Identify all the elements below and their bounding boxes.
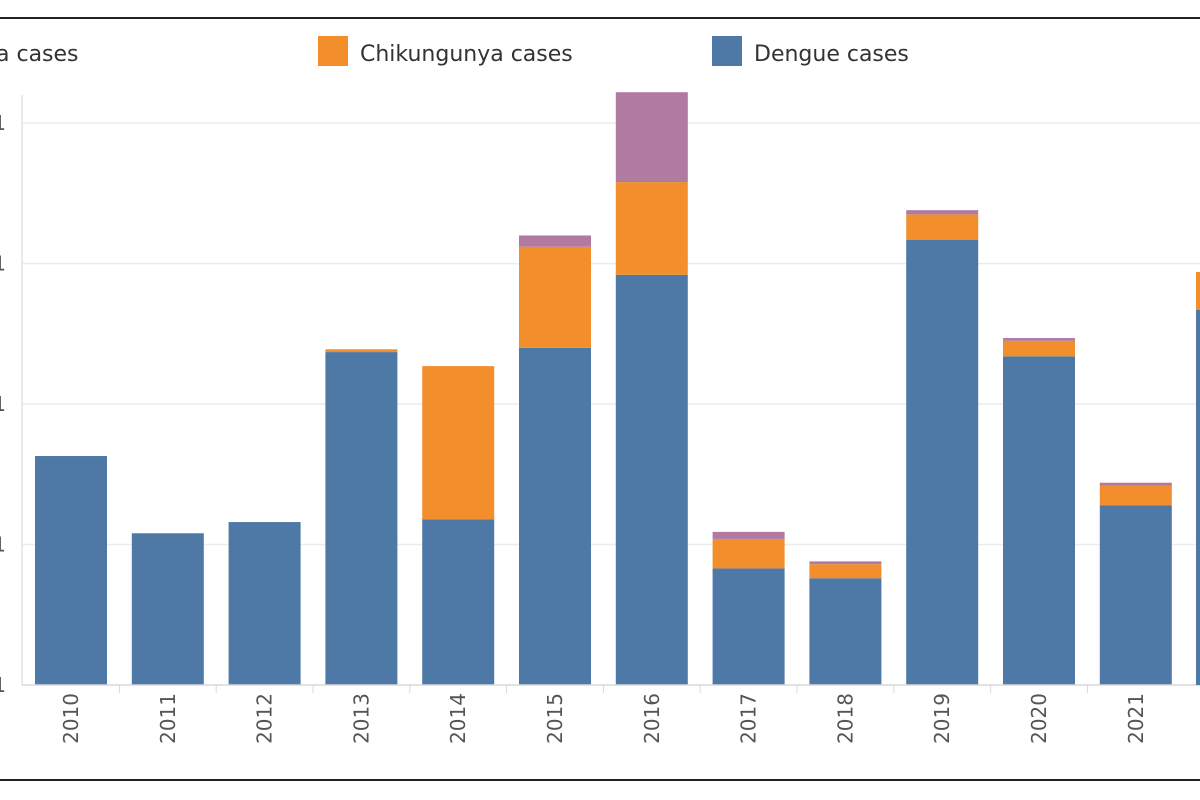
bar-2016-zika-cases — [615, 92, 688, 183]
x-tick-label-2020: 2020 — [1027, 693, 1051, 744]
bar-2015-chikungunya-cases — [519, 246, 591, 348]
bar-2019-dengue-cases — [906, 239, 979, 685]
legend-label-zika: a cases — [0, 42, 79, 67]
x-tick-label-2017: 2017 — [737, 693, 761, 744]
legend-label-dengue: Dengue cases — [754, 42, 909, 67]
bar-2015-zika-cases — [519, 235, 591, 247]
bar-2012-dengue-cases — [228, 522, 301, 685]
bar-2018-dengue-cases — [809, 578, 882, 685]
bar-2021-dengue-cases — [1099, 505, 1172, 685]
bar-2014-dengue-cases — [422, 519, 495, 685]
bar-2020-chikungunya-cases — [1003, 340, 1075, 357]
bar-2020-dengue-cases — [1003, 356, 1075, 685]
x-tick-label-2019: 2019 — [930, 693, 954, 744]
bar-2010-dengue-cases — [35, 456, 107, 685]
x-axis-ticks: 2010 2011 2012 2013 2014 2015 2016 2017 2018 2019… — [59, 685, 1148, 744]
y-tick-label: 1 — [0, 111, 6, 135]
legend-swatch-chikungunya — [318, 36, 348, 66]
x-tick-label-2016: 2016 — [640, 693, 664, 744]
bar-2021-chikungunya-cases — [1099, 485, 1172, 506]
bar-2014-chikungunya-cases — [422, 366, 495, 520]
x-tick-label-2014: 2014 — [446, 693, 470, 744]
bar-2019-chikungunya-cases — [906, 214, 979, 240]
x-tick-label-2011: 2011 — [156, 693, 180, 744]
bar-2018-zika-cases — [809, 561, 882, 565]
y-axis-ticks: 1 1 1 1 1 — [0, 111, 6, 697]
bars — [35, 92, 1172, 685]
legend: a cases Chikungunya cases Dengue cases — [0, 36, 909, 67]
bar-2015-dengue-cases — [519, 347, 591, 685]
bar-2019-zika-cases — [906, 210, 979, 215]
bar-2016-dengue-cases — [615, 274, 688, 685]
bar-2018-chikungunya-cases — [809, 564, 882, 579]
cropped-bar-edge — [1196, 272, 1200, 685]
bar-2013-chikungunya-cases — [325, 349, 398, 353]
y-tick-label: 1 — [0, 533, 6, 557]
y-tick-label: 1 — [0, 252, 6, 276]
plot-area: 11111 2010201120122013201420152016201720… — [0, 92, 1200, 744]
bar-2020-zika-cases — [1003, 338, 1075, 341]
legend-label-chikungunya: Chikungunya cases — [360, 42, 573, 67]
x-tick-label-2012: 2012 — [253, 693, 277, 744]
cropped-bar-edge-top — [1196, 272, 1200, 310]
x-tick-label-2021: 2021 — [1124, 693, 1148, 744]
bar-2017-zika-cases — [712, 531, 785, 539]
bar-2017-dengue-cases — [712, 568, 785, 685]
bar-2013-dengue-cases — [325, 352, 398, 685]
y-tick-label: 1 — [0, 673, 6, 697]
bar-2021-zika-cases — [1099, 482, 1172, 486]
x-tick-label-2010: 2010 — [59, 693, 83, 744]
bar-2017-chikungunya-cases — [712, 538, 785, 569]
x-tick-label-2013: 2013 — [349, 693, 373, 744]
x-tick-label-2018: 2018 — [833, 693, 857, 744]
y-tick-label: 1 — [0, 392, 6, 416]
legend-swatch-dengue — [712, 36, 742, 66]
x-tick-label-2015: 2015 — [543, 693, 567, 744]
bar-2011-dengue-cases — [131, 533, 204, 685]
bar-2016-chikungunya-cases — [615, 182, 688, 275]
